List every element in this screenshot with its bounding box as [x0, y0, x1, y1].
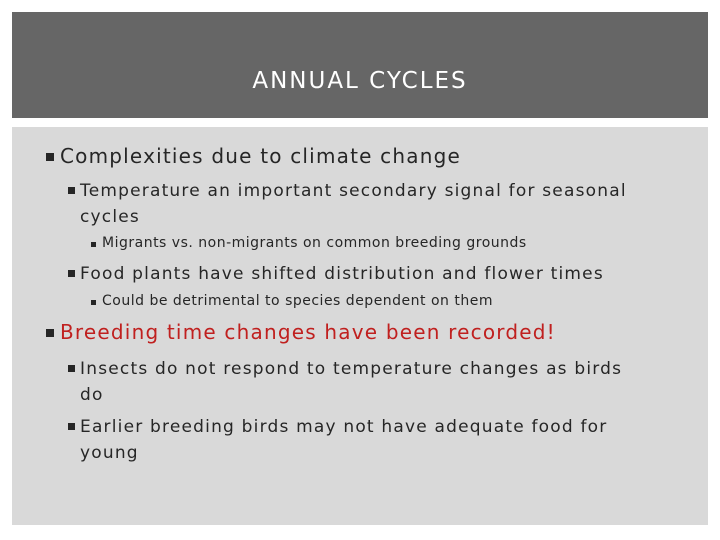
bullet-food-plants: Food plants have shifted distribution an… [68, 261, 680, 287]
bullet-migrants: Migrants vs. non-migrants on common bree… [91, 235, 527, 251]
bullet-insects: Insects do not respond to temperature ch… [68, 356, 680, 408]
bullet-text: Food plants have shifted distribution an… [80, 264, 604, 284]
bullet-breeding-time: Breeding time changes have been recorded… [46, 320, 556, 344]
title-band: ANNUAL CYCLES [12, 12, 708, 118]
bullet-text: Could be detrimental to species dependen… [102, 293, 493, 309]
bullet-earlier-breeding: Earlier breeding birds may not have adeq… [68, 414, 680, 466]
bullet-complexities: Complexities due to climate change [46, 144, 461, 168]
bullet-square-icon [68, 187, 75, 194]
bullet-temperature: Temperature an important secondary signa… [68, 178, 680, 230]
bullet-text: Complexities due to climate change [60, 144, 461, 168]
bullet-square-icon [68, 365, 75, 372]
bullet-square-icon [91, 242, 96, 247]
bullet-text-line2: young [80, 443, 139, 463]
bullet-square-icon [91, 300, 96, 305]
bullet-text-line2: cycles [80, 207, 140, 227]
bullet-text-line2: do [80, 385, 104, 405]
bullet-square-icon [68, 270, 75, 277]
bullet-text-line1: Insects do not respond to temperature ch… [80, 359, 623, 379]
bullet-square-icon [68, 423, 75, 430]
content-area [12, 127, 708, 525]
bullet-text: Migrants vs. non-migrants on common bree… [102, 235, 527, 251]
bullet-square-icon [46, 153, 54, 161]
slide-title: ANNUAL CYCLES [252, 68, 468, 94]
bullet-square-icon [46, 329, 54, 337]
bullet-text-line1: Earlier breeding birds may not have adeq… [80, 417, 608, 437]
bullet-text: Breeding time changes have been recorded… [60, 320, 556, 344]
bullet-detrimental: Could be detrimental to species dependen… [91, 293, 493, 309]
bullet-text-line1: Temperature an important secondary signa… [80, 181, 627, 201]
